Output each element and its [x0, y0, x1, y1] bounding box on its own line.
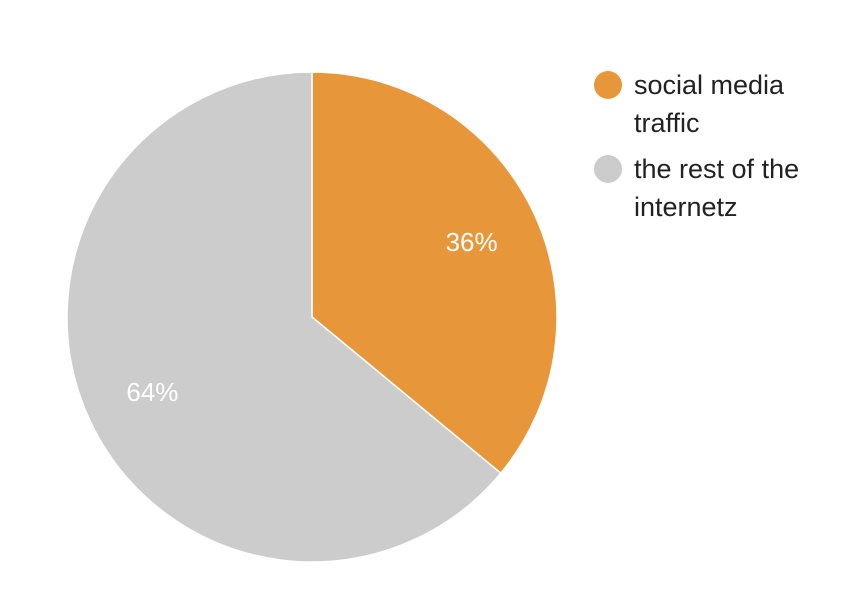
legend-item-social-media-traffic: social media traffic: [594, 70, 785, 138]
slice-value-label-social-media-traffic: 36%: [446, 227, 498, 257]
legend-item-the-rest-of-the-internetz: the rest of the internetz: [594, 154, 799, 222]
legend-swatch: [594, 71, 622, 99]
pie-slice-the-rest-of-the-internetz: [66, 71, 502, 563]
pie-slices: [66, 71, 558, 563]
legend-swatch: [594, 155, 622, 183]
legend: social media traffic the rest of the intern…: [594, 70, 799, 222]
legend-label: social media traffic: [634, 70, 785, 138]
pie-slice-social-media-traffic: [311, 71, 558, 475]
slice-value-label-the-rest-of-the-internetz: 64%: [126, 377, 178, 407]
legend-label: the rest of the internetz: [634, 154, 799, 222]
pie-slice-labels: 36% 64%: [126, 227, 497, 407]
